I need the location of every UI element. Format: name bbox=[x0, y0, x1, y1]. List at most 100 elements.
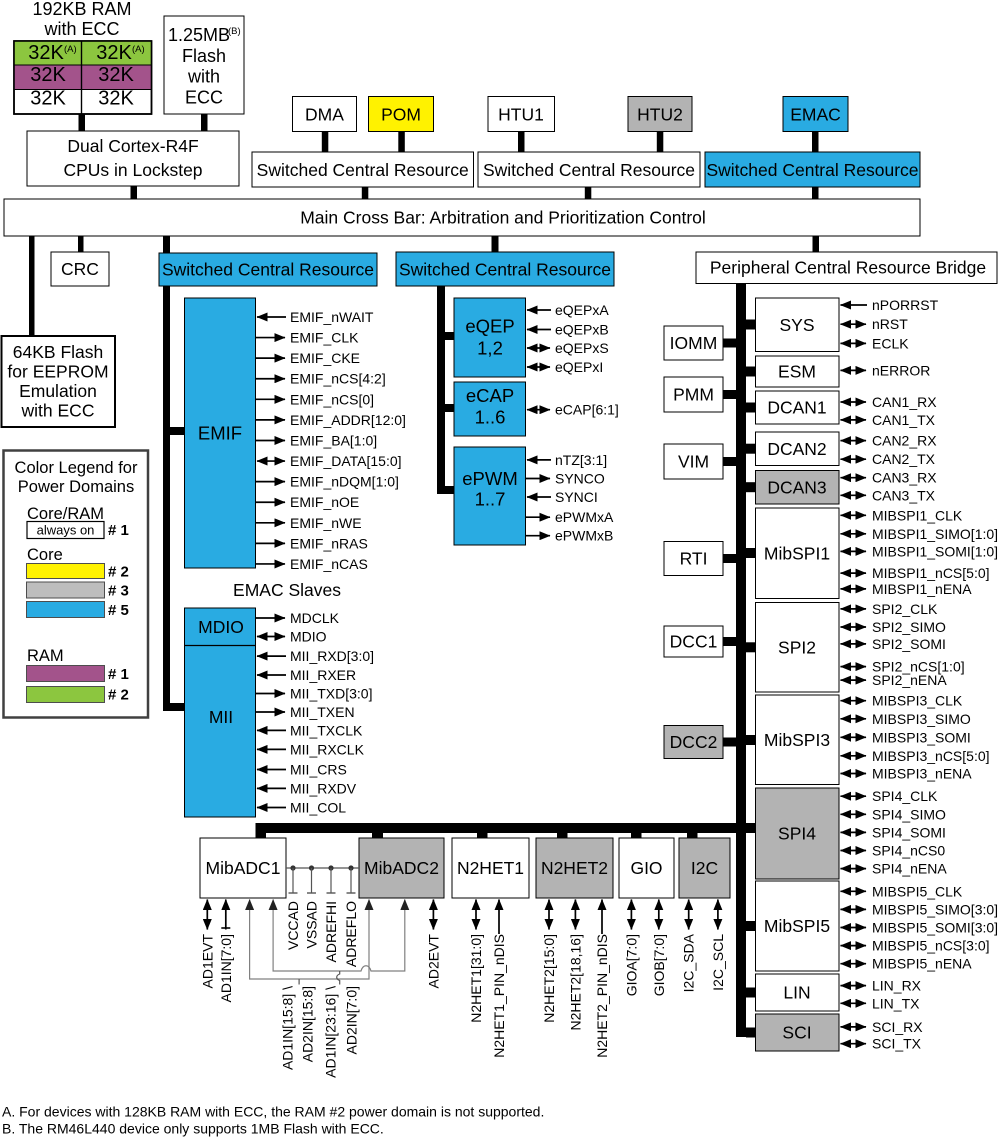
svg-text:EMIF_nWE: EMIF_nWE bbox=[290, 515, 362, 531]
svg-text:1.25MB: 1.25MB bbox=[168, 25, 230, 45]
svg-text:SYS: SYS bbox=[779, 315, 814, 335]
svg-text:AD1IN[7:0]: AD1IN[7:0] bbox=[218, 934, 234, 1002]
svg-text:EMIF: EMIF bbox=[198, 423, 242, 444]
svg-text:AD1IN[15:8] \: AD1IN[15:8] \ bbox=[280, 986, 296, 1070]
svg-text:with: with bbox=[187, 67, 220, 87]
svg-text:for EEPROM: for EEPROM bbox=[7, 362, 108, 382]
svg-text:CPUs in Lockstep: CPUs in Lockstep bbox=[63, 160, 202, 180]
svg-text:DCAN1: DCAN1 bbox=[767, 398, 826, 418]
svg-text:MII_RXER: MII_RXER bbox=[290, 667, 356, 683]
svg-text:LIN_RX: LIN_RX bbox=[872, 978, 922, 994]
svg-text:GIOB[7:0]: GIOB[7:0] bbox=[651, 934, 667, 996]
svg-text:AD2IN[15:8]: AD2IN[15:8] bbox=[300, 986, 316, 1062]
svg-text:32K: 32K bbox=[98, 64, 134, 86]
svg-text:32K: 32K bbox=[30, 88, 66, 110]
svg-text:CAN3_RX: CAN3_RX bbox=[872, 470, 937, 486]
svg-text:1..6: 1..6 bbox=[475, 407, 506, 428]
svg-text:ePWM: ePWM bbox=[462, 468, 518, 489]
svg-text:Core/RAM: Core/RAM bbox=[27, 505, 104, 523]
svg-text:RTI: RTI bbox=[680, 549, 708, 569]
svg-text:EMIF_nCAS: EMIF_nCAS bbox=[290, 556, 368, 572]
svg-text:EMIF_nCS[0]: EMIF_nCS[0] bbox=[290, 391, 374, 407]
svg-text:Switched Central Resource: Switched Central Resource bbox=[399, 260, 611, 280]
svg-text:SPI2_nENA: SPI2_nENA bbox=[872, 672, 947, 688]
svg-text:N2HET2[15:0]: N2HET2[15:0] bbox=[541, 934, 557, 1023]
svg-text:# 5: # 5 bbox=[108, 602, 129, 619]
svg-text:MII_RXCLK: MII_RXCLK bbox=[290, 741, 365, 757]
svg-text:SPI4_SIMO: SPI4_SIMO bbox=[872, 806, 946, 822]
svg-text:Switched Central Resource: Switched Central Resource bbox=[257, 160, 469, 180]
svg-text:1,2: 1,2 bbox=[477, 338, 503, 359]
svg-text:ePWMxA: ePWMxA bbox=[555, 509, 614, 525]
svg-text:N2HET2[18,16]: N2HET2[18,16] bbox=[567, 934, 583, 1031]
svg-text:64KB Flash: 64KB Flash bbox=[13, 342, 103, 362]
svg-text:SCI_TX: SCI_TX bbox=[872, 1036, 922, 1052]
svg-text:MIBSPI3_nENA: MIBSPI3_nENA bbox=[872, 766, 972, 782]
svg-text:Power Domains: Power Domains bbox=[18, 478, 134, 496]
svg-text:I2C: I2C bbox=[691, 858, 718, 878]
svg-text:eQEPxA: eQEPxA bbox=[555, 302, 609, 318]
svg-text:MibSPI3: MibSPI3 bbox=[764, 730, 830, 750]
svg-text:MDIO: MDIO bbox=[290, 629, 327, 645]
svg-text:MII_RXD[3:0]: MII_RXD[3:0] bbox=[290, 648, 374, 664]
svg-text:DCC1: DCC1 bbox=[670, 632, 718, 652]
svg-text:CRC: CRC bbox=[61, 259, 99, 279]
svg-text:MibSPI1: MibSPI1 bbox=[764, 543, 830, 563]
svg-text:AD2IN[7:0]: AD2IN[7:0] bbox=[344, 986, 360, 1054]
svg-text:CAN3_TX: CAN3_TX bbox=[872, 487, 936, 503]
svg-text:VCCAD: VCCAD bbox=[285, 901, 301, 950]
svg-text:MII_TXCLK: MII_TXCLK bbox=[290, 722, 363, 738]
svg-text:EMIF_nRAS: EMIF_nRAS bbox=[290, 535, 368, 551]
svg-text:CAN2_TX: CAN2_TX bbox=[872, 451, 936, 467]
svg-text:EMIF_nWAIT: EMIF_nWAIT bbox=[290, 309, 374, 325]
svg-text:SPI4: SPI4 bbox=[778, 824, 816, 844]
svg-text:EMIF_CLK: EMIF_CLK bbox=[290, 330, 359, 346]
svg-text:MIBSPI5_CLK: MIBSPI5_CLK bbox=[872, 883, 963, 899]
svg-text:AD2EVT: AD2EVT bbox=[425, 934, 441, 989]
svg-text:GIO: GIO bbox=[630, 858, 662, 878]
svg-text:SPI4_nCS0: SPI4_nCS0 bbox=[872, 843, 945, 859]
svg-text:32K: 32K bbox=[28, 42, 64, 64]
svg-text:EMIF_BA[1:0]: EMIF_BA[1:0] bbox=[290, 432, 377, 448]
svg-text:MDCLK: MDCLK bbox=[290, 610, 340, 626]
svg-text:always on: always on bbox=[37, 523, 95, 538]
svg-text:Switched Central Resource: Switched Central Resource bbox=[483, 160, 695, 180]
svg-text:POM: POM bbox=[381, 105, 421, 125]
svg-text:CAN2_RX: CAN2_RX bbox=[872, 433, 937, 449]
svg-text:RAM: RAM bbox=[27, 647, 64, 665]
svg-text:ePWMxB: ePWMxB bbox=[555, 528, 613, 544]
svg-text:N2HET1: N2HET1 bbox=[457, 858, 524, 878]
svg-text:(A): (A) bbox=[132, 44, 145, 55]
svg-text:Emulation: Emulation bbox=[19, 381, 97, 401]
svg-text:SPI4_nENA: SPI4_nENA bbox=[872, 861, 947, 877]
svg-text:MII_TXEN: MII_TXEN bbox=[290, 704, 355, 720]
svg-text:ECC: ECC bbox=[185, 88, 223, 108]
svg-text:N2HET1[31:0]: N2HET1[31:0] bbox=[468, 934, 484, 1023]
svg-text:eCAP: eCAP bbox=[466, 385, 514, 406]
svg-text:I2C_SCL: I2C_SCL bbox=[710, 934, 726, 991]
svg-text:SPI2_SOMI: SPI2_SOMI bbox=[872, 636, 946, 652]
svg-text:nERROR: nERROR bbox=[872, 362, 930, 378]
svg-text:MIBSPI5_nENA: MIBSPI5_nENA bbox=[872, 956, 972, 972]
svg-text:EMIF_ADDR[12:0]: EMIF_ADDR[12:0] bbox=[290, 412, 406, 428]
svg-text:eQEPxI: eQEPxI bbox=[555, 359, 603, 375]
svg-text:SPI2_nCS[1:0]: SPI2_nCS[1:0] bbox=[872, 659, 965, 675]
svg-text:MIBSPI3_nCS[5:0]: MIBSPI3_nCS[5:0] bbox=[872, 748, 990, 764]
svg-text:Peripheral Central Resource Br: Peripheral Central Resource Bridge bbox=[710, 258, 986, 278]
svg-text:SPI2_SIMO: SPI2_SIMO bbox=[872, 619, 946, 635]
svg-text:ADREFLO: ADREFLO bbox=[343, 901, 359, 967]
svg-text:MIBSPI3_SIMO: MIBSPI3_SIMO bbox=[872, 711, 971, 727]
svg-text:MII_RXDV: MII_RXDV bbox=[290, 780, 357, 796]
svg-text:SCI_RX: SCI_RX bbox=[872, 1019, 923, 1035]
svg-text:Dual Cortex-R4F: Dual Cortex-R4F bbox=[67, 136, 198, 156]
svg-text:32K: 32K bbox=[30, 64, 66, 86]
svg-text:MDIO: MDIO bbox=[198, 617, 244, 637]
svg-text:# 2: # 2 bbox=[108, 687, 129, 704]
svg-text:SPI2: SPI2 bbox=[778, 637, 816, 657]
svg-text:MIBSPI5_SOMI[3:0]: MIBSPI5_SOMI[3:0] bbox=[872, 920, 998, 936]
svg-text:# 1: # 1 bbox=[108, 522, 129, 539]
svg-text:MibSPI5: MibSPI5 bbox=[764, 916, 830, 936]
svg-text:eQEPxB: eQEPxB bbox=[555, 322, 609, 338]
svg-text:IOMM: IOMM bbox=[670, 333, 718, 353]
svg-text:CAN1_RX: CAN1_RX bbox=[872, 394, 937, 410]
